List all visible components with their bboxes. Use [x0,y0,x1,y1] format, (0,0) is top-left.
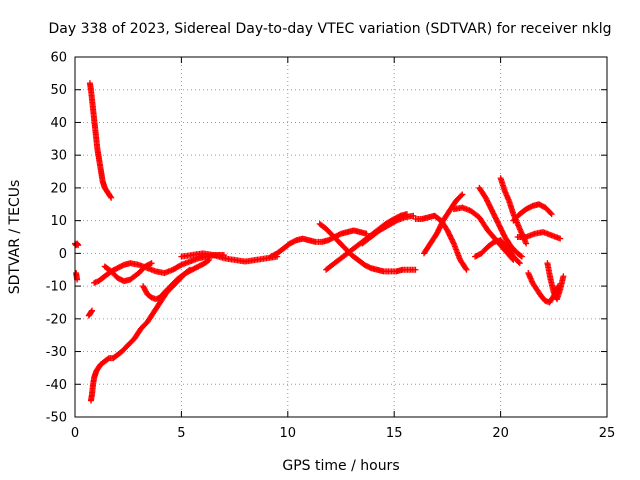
data-point [107,193,114,200]
series-steep-fall [86,80,115,201]
series-cross-c [359,212,417,247]
y-tick-label: -50 [46,411,67,426]
x-tick-label: 0 [71,426,79,441]
data-point [462,265,469,272]
y-tick-label: 0 [59,247,67,262]
data-point [560,273,567,280]
data-point [547,210,554,216]
data-point [363,230,370,237]
data-point [412,266,419,273]
series-dip-22 [525,270,562,306]
data-point [147,260,154,267]
y-tick-label: 30 [50,149,67,164]
chart-title: Day 338 of 2023, Sidereal Day-to-day VTE… [49,21,612,37]
y-tick-label: -20 [46,312,67,327]
y-tick-label: 10 [50,214,67,229]
series-x-crossing [101,260,155,285]
data-point [458,192,465,199]
series-dip-minus-14 [140,266,193,303]
y-tick-label: 50 [50,83,67,98]
x-tick-label: 10 [280,426,297,441]
series-flat-middle [178,250,281,265]
data-point [186,266,193,273]
series-short-low [85,307,96,319]
series-descend-19-21 [476,184,525,260]
data-point [548,211,555,218]
gridlines [75,57,607,417]
series-rise-from-minus-45 [87,256,213,404]
plot-frame [74,56,608,418]
data-point [517,252,524,259]
data-point [523,240,530,247]
series-flat-21-23 [514,229,564,242]
tick-labels: 0 5 10 15 20 25 -50 -40 -30 -20 -10 0 10 20 30 40 50 60 [46,51,616,442]
y-tick-label: -40 [46,378,67,393]
data-point [206,256,213,263]
y-tick-label: 60 [50,51,67,66]
y-tick-label: 20 [50,181,67,196]
series-start-drop [73,270,81,283]
y-tick-label: 40 [50,116,67,131]
x-tick-label: 25 [599,426,616,441]
data-point [557,235,564,242]
x-tick-label: 15 [386,426,403,441]
data-point [515,259,522,266]
data-point [75,242,82,249]
y-tick-label: -10 [46,280,67,295]
data-point [410,212,417,219]
series-rise-17-18 [420,191,466,257]
data-point [463,266,470,273]
data-point [89,307,96,314]
data-point [108,194,115,201]
y-axis-title: SDTVAR / TECUs [7,180,23,295]
data-point [518,253,525,260]
x-tick-label: 5 [177,426,185,441]
data-point [185,267,192,274]
data-points [72,80,567,404]
series-squiggle-22-23 [544,260,567,303]
data-point [459,191,466,198]
data-point [148,260,155,267]
y-tick-label: -30 [46,345,67,360]
x-axis-title: GPS time / hours [282,458,399,474]
data-point [516,260,523,267]
series-arch-18-20 [450,204,517,263]
series-bump-19-21 [472,237,523,267]
series-arch-21-22 [510,201,555,224]
series-start-spike [72,240,82,249]
x-tick-label: 20 [492,426,509,441]
